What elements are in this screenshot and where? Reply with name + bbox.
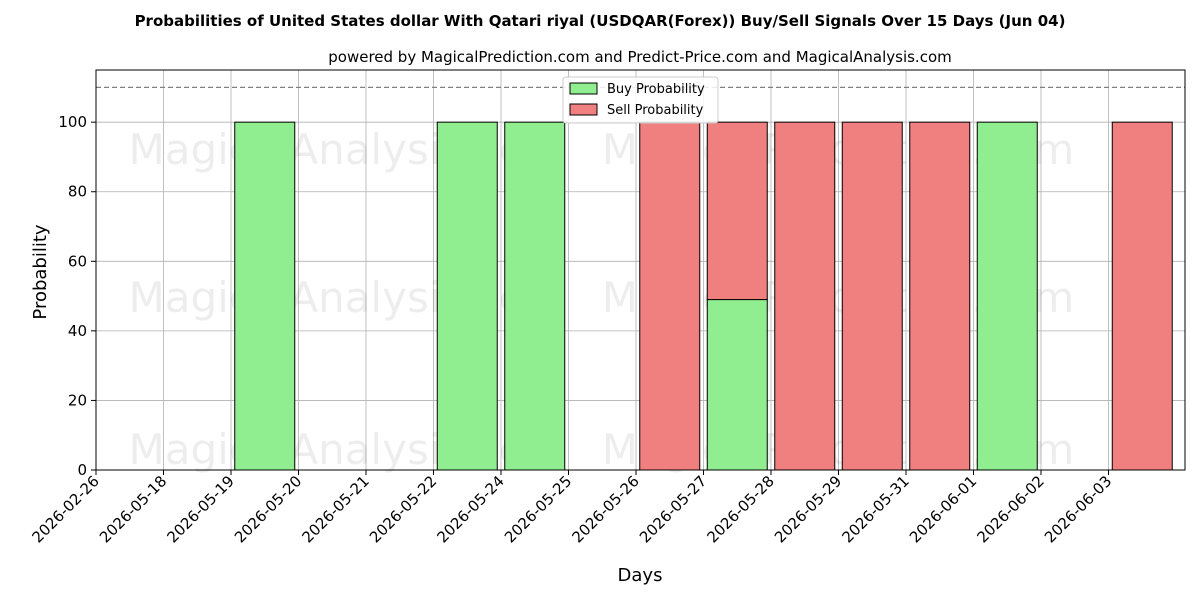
sell-bar (1111, 121, 1173, 471)
x-tick-label: 2026-05-19 (163, 472, 237, 546)
x-axis-label: Days (618, 565, 663, 586)
y-tick-label: 100 (58, 113, 87, 131)
y-tick-label: 60 (68, 252, 87, 270)
x-tick-label: 2026-05-26 (568, 472, 642, 546)
buy-bar (504, 121, 566, 471)
buy-bar (234, 121, 296, 471)
x-tick-label: 2026-05-18 (96, 472, 170, 546)
x-tick-label: 2026-05-27 (636, 472, 710, 546)
x-tick-label: 2026-06-02 (973, 472, 1047, 546)
buy-bar (976, 121, 1038, 471)
x-tick-label: 2026-05-28 (703, 472, 777, 546)
buy-bar (436, 121, 498, 471)
sell-bar (774, 121, 836, 471)
sell-bar (639, 121, 701, 471)
chart-subtitle: powered by MagicalPrediction.com and Pre… (328, 48, 952, 66)
x-tick-label: 2026-06-01 (906, 472, 980, 546)
x-tick-label: 2026-05-31 (838, 472, 912, 546)
watermark-text: MagicalAnalysis.com (129, 125, 566, 174)
legend-swatch-sell (569, 103, 598, 116)
x-tick-label: 2026-05-21 (298, 472, 372, 546)
x-tick-label: 2026-06-03 (1041, 472, 1115, 546)
legend-frame (562, 76, 719, 124)
y-tick-label: 20 (68, 391, 87, 409)
buy-bar (706, 299, 768, 471)
y-tick-label: 0 (77, 461, 87, 479)
sell-bar (841, 121, 903, 471)
x-tick-label: 2026-05-22 (366, 472, 440, 546)
sell-bar (909, 121, 971, 471)
y-tick-label: 80 (68, 183, 87, 201)
plot-area (95, 69, 1186, 471)
watermark-text: MagicalAnalysis.com (129, 273, 566, 322)
y-axis: 0 20 40 60 80 100 (58, 113, 96, 479)
watermark-text: MagicalAnalysis.com (129, 425, 566, 474)
x-axis: 2026-02-262026-05-182026-05-192026-05-20… (28, 470, 1115, 546)
x-tick-label: 2026-05-20 (231, 472, 305, 546)
x-tick-label: 2026-05-25 (501, 472, 575, 546)
chart-title: Probabilities of United States dollar Wi… (135, 12, 1066, 30)
x-tick-label: 2026-05-24 (433, 472, 507, 546)
legend-label-sell: Sell Probability (607, 103, 704, 118)
bars (234, 121, 1173, 471)
y-axis-label: Probability (30, 224, 51, 319)
sell-bar (706, 121, 768, 301)
x-tick-label: 2026-05-29 (771, 472, 845, 546)
y-tick-label: 40 (68, 322, 87, 340)
legend-swatch-buy (569, 82, 598, 95)
legend-label-buy: Buy Probability (607, 82, 705, 97)
legend: Buy Probability Sell Probability (562, 76, 719, 124)
x-tick-label: 2026-02-26 (28, 472, 102, 546)
